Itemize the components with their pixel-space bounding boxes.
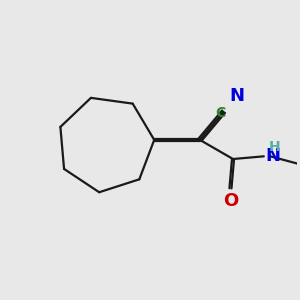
Text: O: O [223, 192, 238, 210]
Text: N: N [229, 87, 244, 105]
Text: H: H [269, 140, 281, 154]
Text: N: N [265, 147, 280, 165]
Text: C: C [215, 106, 225, 120]
